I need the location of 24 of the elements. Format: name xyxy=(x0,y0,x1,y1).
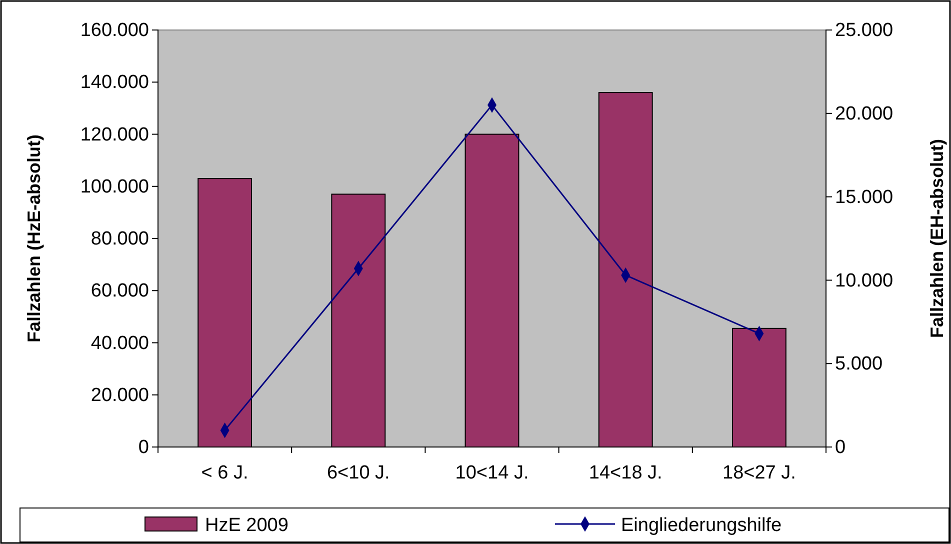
y-tick-label: 20.000 xyxy=(90,384,149,406)
y2-axis-title: Fallzahlen (EH-absolut) xyxy=(927,138,947,338)
x-tick-label: 14<18 J. xyxy=(588,462,662,484)
legend-label: HzE 2009 xyxy=(205,515,288,536)
y-tick-label: 60.000 xyxy=(90,280,149,302)
y-tick-label: 100.000 xyxy=(80,176,149,198)
x-tick-label: < 6 J. xyxy=(201,462,248,484)
y-axis-title: Fallzahlen (HzE-absolut) xyxy=(24,134,44,343)
y-tick-label: 140.000 xyxy=(80,72,149,94)
y2-tick-label: 0 xyxy=(835,437,846,458)
y2-tick-label: 5.000 xyxy=(835,354,883,375)
y2-tick-label: 10.000 xyxy=(835,270,894,292)
x-tick-label: 10<14 J. xyxy=(455,462,529,484)
y2-tick-label: 25.000 xyxy=(835,20,894,42)
y-tick-label: 40.000 xyxy=(90,332,149,354)
y2-tick-label: 15.000 xyxy=(835,186,894,208)
y-tick-label: 0 xyxy=(138,437,149,458)
y-tick-label: 160.000 xyxy=(80,20,149,42)
y-tick-label: 80.000 xyxy=(90,228,149,250)
y-tick-label: 120.000 xyxy=(80,124,149,146)
legend-label: Eingliederungshilfe xyxy=(621,515,782,536)
x-tick-label: 18<27 J. xyxy=(722,462,796,484)
y2-tick-label: 20.000 xyxy=(835,103,894,124)
x-tick-label: 6<10 J. xyxy=(326,462,390,484)
